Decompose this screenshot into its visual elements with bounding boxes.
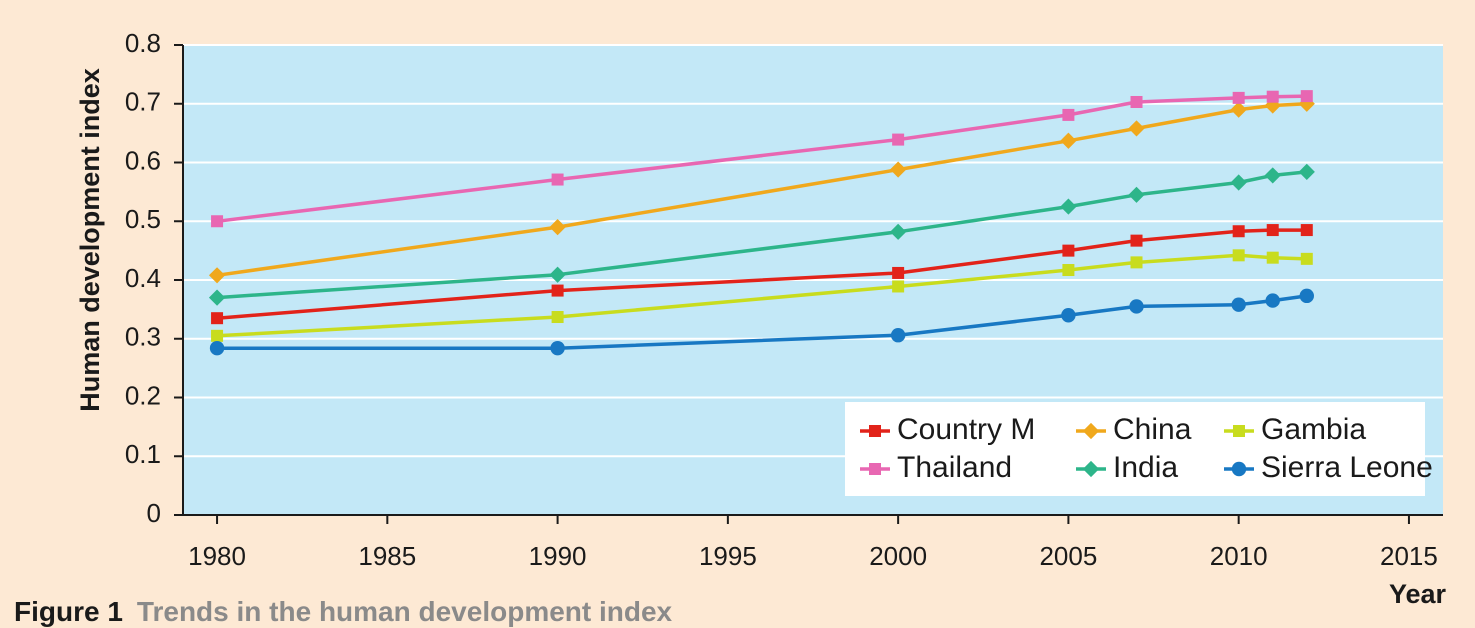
data-point <box>1266 251 1279 264</box>
x-tick-label: 2000 <box>869 541 927 571</box>
x-tick-label: 1985 <box>358 541 416 571</box>
data-point <box>1300 90 1313 103</box>
data-point <box>1230 174 1247 191</box>
data-point <box>890 223 907 240</box>
data-point <box>549 219 566 236</box>
data-point <box>1130 256 1143 269</box>
data-point <box>892 133 905 146</box>
y-tick-label: 0.7 <box>125 87 161 117</box>
y-tick-label: 0.6 <box>125 145 161 175</box>
y-axis-title: Human development index <box>75 68 105 412</box>
data-point <box>211 312 224 325</box>
x-tick-label: 2015 <box>1380 541 1438 571</box>
data-point <box>1128 120 1145 137</box>
data-point <box>550 340 565 356</box>
x-axis-title: Year <box>1389 579 1447 609</box>
data-point <box>551 284 564 297</box>
legend-item: Thailand <box>860 451 1012 484</box>
data-point <box>1232 225 1245 238</box>
legend-marker <box>1231 461 1247 477</box>
legend: Country M China Gambia Thailand India Sierra … <box>845 402 1433 496</box>
figure-caption: Figure 1 Trends in the human development … <box>14 596 672 628</box>
y-tick-label: 0.2 <box>125 380 161 410</box>
data-point <box>1300 252 1313 265</box>
legend-item: China <box>1076 413 1192 446</box>
legend-marker <box>1082 422 1100 440</box>
data-point <box>1129 299 1144 314</box>
data-point <box>1264 167 1281 184</box>
data-point <box>1060 198 1077 215</box>
legend-label: Thailand <box>897 451 1012 484</box>
y-tick-label: 0.8 <box>125 28 161 58</box>
data-point <box>1298 163 1315 180</box>
x-axis-ticks: 1980 1985 1990 1995 2000 2005 2010 2015 <box>188 515 1438 571</box>
x-tick-label: 2005 <box>1039 541 1097 571</box>
data-point <box>890 161 907 178</box>
y-tick-label: 0 <box>147 498 161 528</box>
series-sierra-leone <box>209 288 1314 356</box>
data-point <box>208 267 226 284</box>
legend-label: Sierra Leone <box>1261 451 1433 484</box>
legend-marker <box>869 463 881 475</box>
data-point <box>1266 90 1279 103</box>
x-tick-label: 1995 <box>699 541 757 571</box>
legend-label: India <box>1113 451 1178 484</box>
x-tick-label: 1980 <box>188 541 246 571</box>
data-point <box>1264 97 1281 114</box>
x-tick-label: 2010 <box>1210 541 1268 571</box>
data-point <box>1062 244 1075 257</box>
series-china <box>208 95 1315 284</box>
figure-number: Figure 1 <box>14 596 123 627</box>
legend-item: Gambia <box>1224 413 1366 446</box>
legend-marker <box>1082 460 1100 478</box>
data-point <box>551 311 564 324</box>
series-india <box>208 163 1315 306</box>
data-point <box>211 215 224 228</box>
data-point <box>1232 249 1245 262</box>
data-point <box>1062 264 1075 277</box>
legend-label: Country M <box>897 413 1035 446</box>
y-tick-label: 0.3 <box>125 322 161 352</box>
legend-item: Sierra Leone <box>1224 451 1433 484</box>
y-tick-label: 0.4 <box>125 263 161 293</box>
data-point <box>209 340 225 356</box>
data-point <box>1299 288 1314 304</box>
y-axis-ticks: 0 0.1 0.2 0.3 0.4 0.5 0.6 0.7 0.8 <box>125 28 183 528</box>
data-point <box>1062 108 1075 121</box>
data-point <box>1061 308 1076 323</box>
figure-caption-text: Trends in the human development index <box>136 596 673 627</box>
series-country-m <box>211 224 1313 325</box>
data-point <box>892 280 905 293</box>
data-point <box>208 289 226 306</box>
legend-label: China <box>1113 413 1192 446</box>
legend-marker <box>1233 425 1245 437</box>
legend-marker <box>869 425 881 437</box>
data-point <box>892 266 905 279</box>
data-point <box>1128 186 1145 203</box>
data-point <box>1130 95 1143 108</box>
data-point <box>1130 234 1143 247</box>
x-tick-label: 1990 <box>529 541 587 571</box>
data-point <box>1266 224 1279 237</box>
data-point <box>1231 297 1246 312</box>
data-point <box>211 329 224 342</box>
series-group <box>208 90 1315 356</box>
data-point <box>1300 224 1313 237</box>
series-thailand <box>211 90 1313 228</box>
y-tick-label: 0.1 <box>125 439 161 469</box>
data-point <box>1232 91 1245 104</box>
legend-box <box>845 402 1425 496</box>
legend-label: Gambia <box>1261 413 1366 446</box>
legend-item: Country M <box>860 413 1035 446</box>
series-gambia <box>211 249 1313 342</box>
legend-item: India <box>1076 451 1178 484</box>
data-point <box>1230 101 1247 118</box>
data-point <box>551 173 564 186</box>
data-point <box>1265 293 1280 308</box>
data-point <box>1060 132 1077 149</box>
data-point <box>890 328 906 343</box>
y-tick-label: 0.5 <box>125 204 161 234</box>
data-point <box>549 266 566 283</box>
